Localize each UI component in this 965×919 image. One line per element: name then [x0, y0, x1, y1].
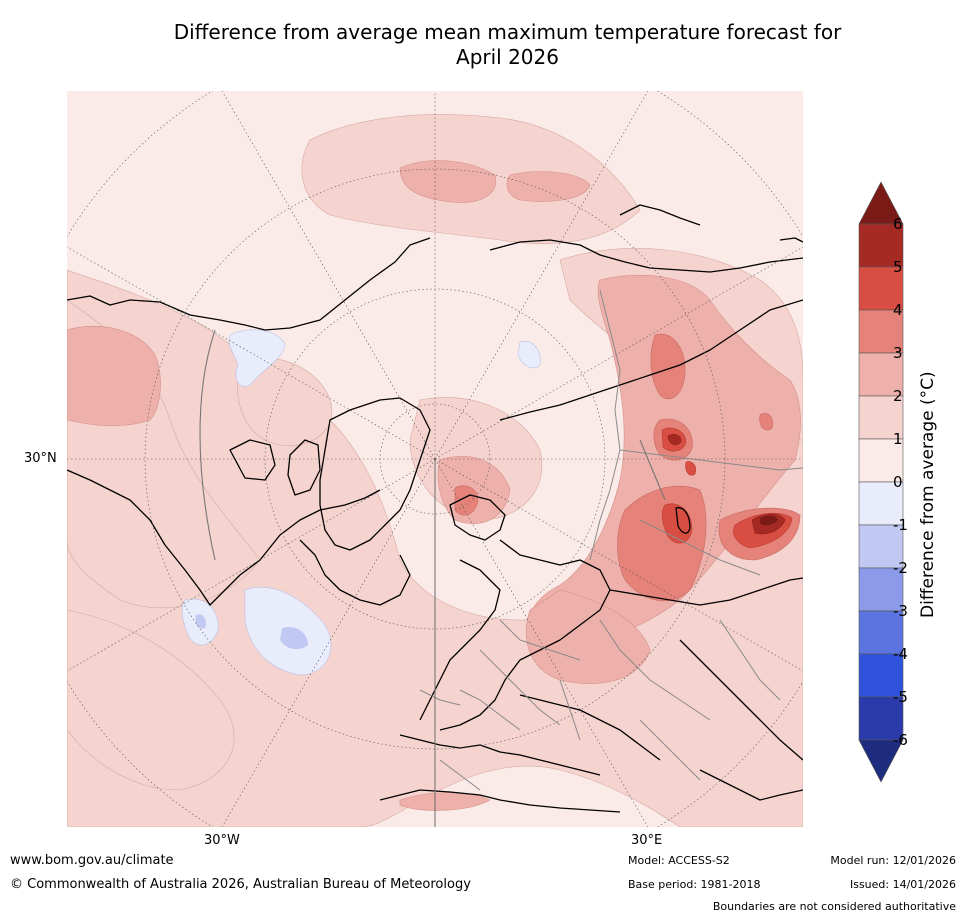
footer-copyright: © Commonwealth of Australia 2026, Austra…	[10, 877, 471, 892]
country-borders	[419, 289, 803, 791]
colorbar-bin-minus3-minus2	[858, 567, 904, 612]
colorbar-tick-minus6: -6	[893, 731, 908, 749]
anomaly-minus2-to-minus1-areas	[195, 614, 308, 650]
colorbar-title: Difference from average (°C)	[918, 371, 938, 618]
coastlines	[67, 204, 803, 813]
colorbar-tick-1: 1	[893, 430, 903, 448]
footer-url[interactable]: www.bom.gov.au/climate	[10, 853, 174, 868]
graticule	[67, 91, 803, 827]
colorbar-tick-minus5: -5	[893, 688, 908, 706]
colorbar-lower-arrow	[858, 739, 904, 783]
colorbar-bin-minus5-minus4	[858, 653, 904, 698]
footer-model: Model: ACCESS-S2	[628, 854, 730, 867]
colorbar-bin-minus6-minus5	[858, 696, 904, 741]
colorbar-tick-2: 2	[893, 387, 903, 405]
colorbar-bin-minus4-minus3	[858, 610, 904, 655]
colorbar-tick-4: 4	[893, 301, 903, 319]
footer-issued: Issued: 14/01/2026	[849, 878, 956, 891]
lon-label-30e: 30°E	[631, 833, 663, 848]
title-line-1: Difference from average mean maximum tem…	[173, 20, 842, 44]
colorbar-bin-0-1	[858, 438, 904, 483]
footer-base-period: Base period: 1981-2018	[628, 878, 761, 891]
colorbar-title-main: Difference from average (	[918, 398, 938, 618]
graticule-solid	[199, 329, 666, 827]
footer-disclaimer: Boundaries are not considered authoritat…	[712, 900, 956, 913]
lat-label-30n: 30°N	[24, 451, 57, 466]
footer-model-run: Model run: 12/01/2026	[830, 854, 956, 867]
colorbar-tick-minus4: -4	[893, 645, 908, 663]
anomaly-above-6-area	[760, 515, 778, 526]
chart-title: Difference from average mean maximum tem…	[100, 20, 915, 70]
colorbar-bin-minus1-0	[858, 481, 904, 526]
lon-label-30w: 30°W	[204, 833, 240, 848]
colorbar-tick-0: 0	[893, 473, 903, 491]
colorbar-bin-4-5	[858, 266, 904, 311]
colorbar-bin-minus2-minus1	[858, 524, 904, 569]
anomaly-2-to-3-areas	[67, 160, 801, 811]
colorbar-tick-6: 6	[893, 215, 903, 233]
colorbar-tick-minus3: -3	[893, 602, 908, 620]
colorbar-tick-3: 3	[893, 344, 903, 362]
colorbar-tick-5: 5	[893, 258, 903, 276]
colorbar-bin-1-2	[858, 395, 904, 440]
colorbar-title-unit: °C)	[918, 371, 938, 399]
colorbar-tick-minus2: -2	[893, 559, 908, 577]
colorbar	[858, 181, 904, 783]
colorbar-bin-2-3	[858, 352, 904, 397]
colorbar-bin-5-6	[858, 223, 904, 268]
title-line-2: April 2026	[456, 45, 559, 69]
colorbar-tick-minus1: -1	[893, 516, 908, 534]
